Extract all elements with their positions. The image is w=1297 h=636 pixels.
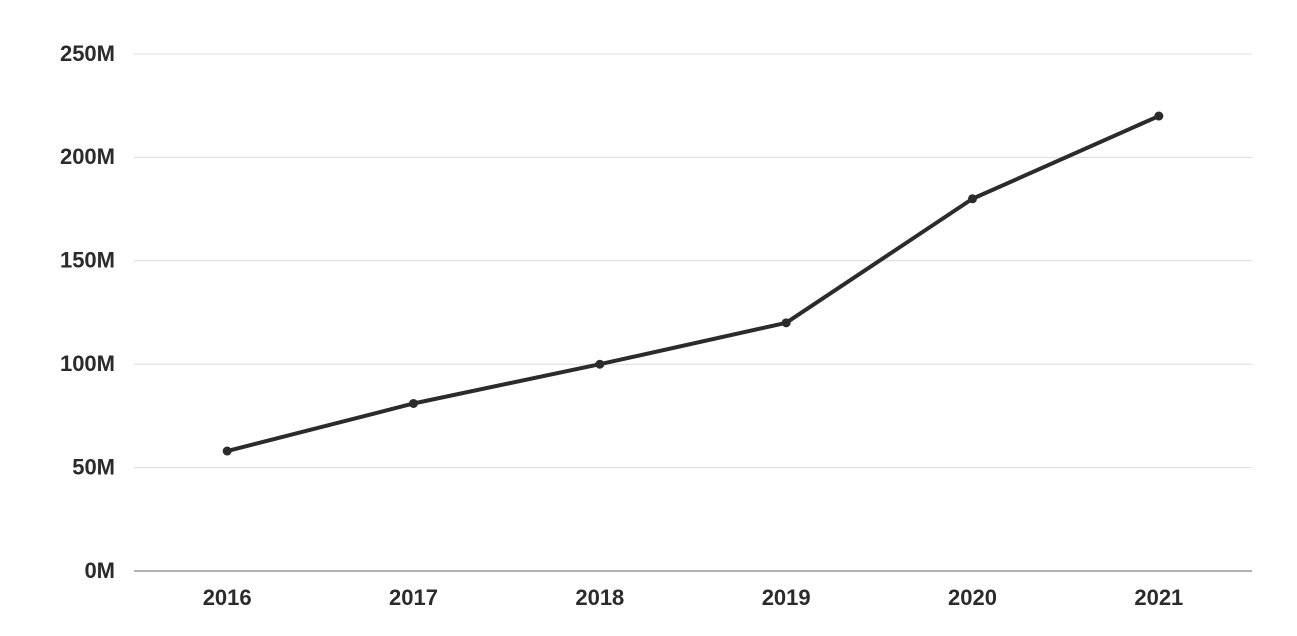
y-tick-label: 50M: [72, 454, 115, 479]
point: [222, 446, 232, 456]
x-tick-label: 2016: [203, 585, 252, 610]
y-tick-label: 250M: [60, 41, 115, 66]
point: [968, 194, 977, 204]
x-tick-label: 2021: [1134, 585, 1183, 610]
y-tick-label: 100M: [60, 351, 115, 376]
x-tick-label: 2018: [575, 585, 624, 610]
y-tick-label: 150M: [60, 248, 115, 273]
x-tick-label: 2020: [948, 585, 997, 610]
point: [409, 398, 418, 408]
point: [781, 318, 791, 328]
y-tick-label: 200M: [60, 144, 115, 169]
point: [1154, 111, 1164, 121]
y-tick-label: 0M: [84, 558, 115, 583]
point: [595, 359, 605, 369]
line: [226, 114, 1160, 453]
x-tick-label: 2017: [389, 585, 438, 610]
x-tick-label: 2019: [762, 585, 811, 610]
